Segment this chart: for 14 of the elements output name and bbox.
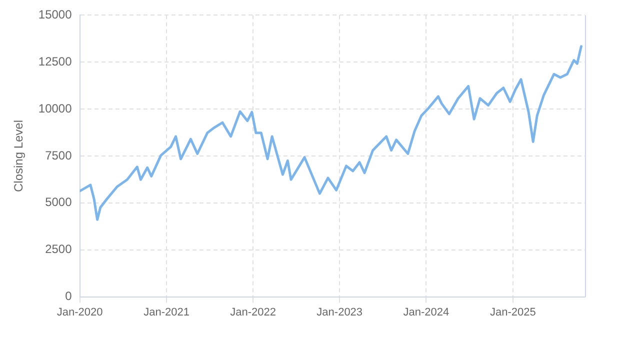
x-tick-label: Jan-2021 [144, 306, 190, 318]
y-tick-label: 7500 [45, 148, 72, 162]
y-tick-label: 2500 [45, 242, 72, 256]
y-tick-label: 12500 [38, 54, 72, 68]
x-tick-label: Jan-2020 [56, 306, 103, 318]
y-tick-label: 10000 [38, 101, 72, 116]
y-tick-label: 0 [65, 289, 72, 304]
x-tick-label: Jan-2024 [403, 306, 450, 318]
y-axis-title: Closing Level [12, 120, 26, 192]
y-tick-label: 5000 [45, 195, 72, 210]
x-tick-label: Jan-2025 [490, 306, 536, 318]
y-tick-label: 15000 [38, 8, 72, 22]
x-tick-label: Jan-2022 [230, 306, 276, 318]
x-tick-label: Jan-2023 [316, 306, 363, 318]
